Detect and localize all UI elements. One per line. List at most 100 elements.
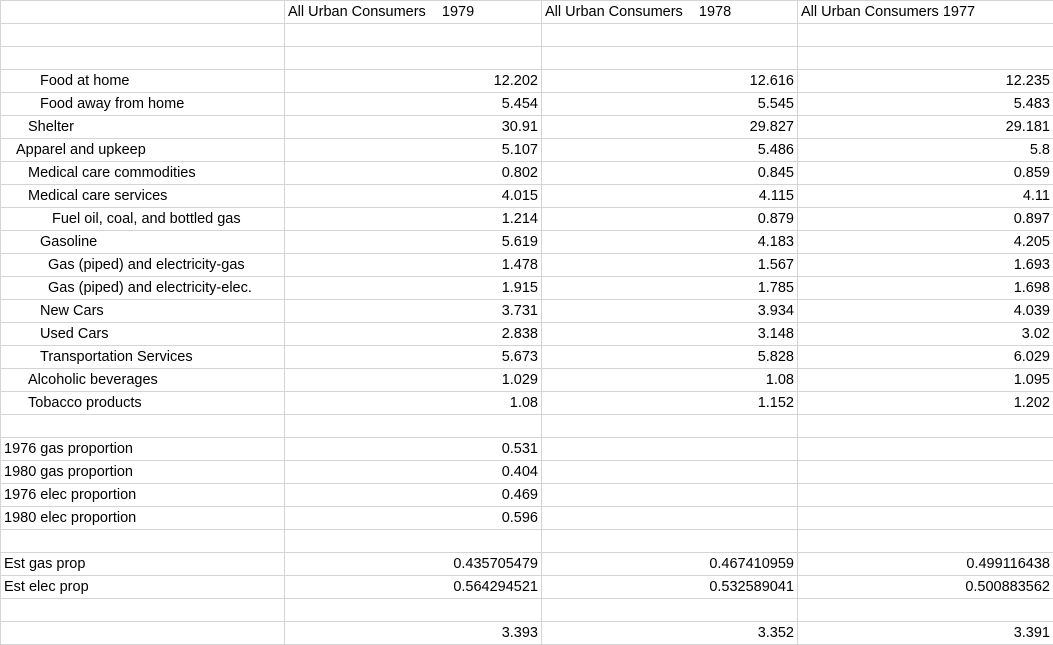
value-cell[interactable]: 0.564294521	[285, 576, 542, 599]
row-label-cell[interactable]: Transportation Services	[1, 346, 285, 369]
row-label-cell[interactable]	[1, 530, 285, 553]
value-cell[interactable]: 29.181	[798, 116, 1053, 139]
value-cell[interactable]: 4.205	[798, 231, 1053, 254]
value-cell[interactable]: 0.531	[285, 438, 542, 461]
value-cell[interactable]: 12.202	[285, 70, 542, 93]
value-cell[interactable]: 0.532589041	[542, 576, 798, 599]
value-cell[interactable]: 3.02	[798, 323, 1053, 346]
value-cell[interactable]	[798, 507, 1053, 530]
value-cell[interactable]: 5.454	[285, 93, 542, 116]
value-cell[interactable]	[798, 438, 1053, 461]
value-cell[interactable]	[285, 415, 542, 438]
value-cell[interactable]: 3.391	[798, 622, 1053, 645]
value-cell[interactable]	[542, 438, 798, 461]
value-cell[interactable]: 0.596	[285, 507, 542, 530]
value-cell[interactable]: 4.015	[285, 185, 542, 208]
value-cell[interactable]: 1.202	[798, 392, 1053, 415]
value-cell[interactable]	[285, 24, 542, 47]
value-cell[interactable]: 30.91	[285, 116, 542, 139]
value-cell[interactable]: 5.545	[542, 93, 798, 116]
row-label-cell[interactable]: Food at home	[1, 70, 285, 93]
value-cell[interactable]	[542, 599, 798, 622]
row-label-cell[interactable]: Alcoholic beverages	[1, 369, 285, 392]
value-cell[interactable]	[542, 461, 798, 484]
row-label-cell[interactable]: Gas (piped) and electricity-gas	[1, 254, 285, 277]
row-label-cell[interactable]: Gasoline	[1, 231, 285, 254]
row-label-cell[interactable]: 1976 gas proportion	[1, 438, 285, 461]
value-cell[interactable]: 4.039	[798, 300, 1053, 323]
value-cell[interactable]: 0.897	[798, 208, 1053, 231]
value-cell[interactable]	[798, 415, 1053, 438]
value-cell[interactable]: 0.435705479	[285, 553, 542, 576]
value-cell[interactable]: 5.107	[285, 139, 542, 162]
value-cell[interactable]: 1.08	[285, 392, 542, 415]
row-label-cell[interactable]	[1, 24, 285, 47]
row-label-cell[interactable]: 1980 gas proportion	[1, 461, 285, 484]
row-label-cell[interactable]: Est elec prop	[1, 576, 285, 599]
row-label-cell[interactable]	[1, 599, 285, 622]
row-label-cell[interactable]: Medical care services	[1, 185, 285, 208]
value-cell[interactable]: 0.879	[542, 208, 798, 231]
value-cell[interactable]: 5.483	[798, 93, 1053, 116]
value-cell[interactable]: 1.152	[542, 392, 798, 415]
value-cell[interactable]: 1.08	[542, 369, 798, 392]
value-cell[interactable]: 3.148	[542, 323, 798, 346]
value-cell[interactable]	[798, 530, 1053, 553]
value-cell[interactable]: 4.115	[542, 185, 798, 208]
row-label-cell[interactable]: 1980 elec proportion	[1, 507, 285, 530]
value-cell[interactable]: 1.478	[285, 254, 542, 277]
header-cell-1978[interactable]: All Urban Consumers 1978	[542, 1, 798, 24]
value-cell[interactable]: 0.500883562	[798, 576, 1053, 599]
row-label-cell[interactable]	[1, 415, 285, 438]
value-cell[interactable]	[542, 24, 798, 47]
value-cell[interactable]: 0.467410959	[542, 553, 798, 576]
row-label-cell[interactable]: Medical care commodities	[1, 162, 285, 185]
value-cell[interactable]	[542, 530, 798, 553]
header-cell-1979[interactable]: All Urban Consumers 1979	[285, 1, 542, 24]
row-label-cell[interactable]: Shelter	[1, 116, 285, 139]
value-cell[interactable]: 0.469	[285, 484, 542, 507]
value-cell[interactable]: 2.838	[285, 323, 542, 346]
value-cell[interactable]	[542, 415, 798, 438]
value-cell[interactable]: 3.731	[285, 300, 542, 323]
value-cell[interactable]: 3.934	[542, 300, 798, 323]
row-label-cell[interactable]: Fuel oil, coal, and bottled gas	[1, 208, 285, 231]
value-cell[interactable]: 1.567	[542, 254, 798, 277]
value-cell[interactable]: 5.619	[285, 231, 542, 254]
row-label-cell[interactable]: Used Cars	[1, 323, 285, 346]
value-cell[interactable]	[798, 599, 1053, 622]
value-cell[interactable]: 6.029	[798, 346, 1053, 369]
value-cell[interactable]: 5.673	[285, 346, 542, 369]
value-cell[interactable]: 0.404	[285, 461, 542, 484]
row-label-cell[interactable]: Est gas prop	[1, 553, 285, 576]
value-cell[interactable]: 1.029	[285, 369, 542, 392]
value-cell[interactable]: 1.095	[798, 369, 1053, 392]
value-cell[interactable]	[542, 507, 798, 530]
value-cell[interactable]: 5.8	[798, 139, 1053, 162]
value-cell[interactable]	[285, 530, 542, 553]
value-cell[interactable]: 0.845	[542, 162, 798, 185]
row-label-cell[interactable]: Food away from home	[1, 93, 285, 116]
value-cell[interactable]: 12.616	[542, 70, 798, 93]
value-cell[interactable]: 1.785	[542, 277, 798, 300]
header-cell-1977[interactable]: All Urban Consumers 1977	[798, 1, 1053, 24]
value-cell[interactable]: 0.859	[798, 162, 1053, 185]
value-cell[interactable]: 1.214	[285, 208, 542, 231]
value-cell[interactable]: 3.393	[285, 622, 542, 645]
value-cell[interactable]	[285, 47, 542, 70]
row-label-cell[interactable]: Apparel and upkeep	[1, 139, 285, 162]
row-label-cell[interactable]	[1, 622, 285, 645]
value-cell[interactable]	[798, 484, 1053, 507]
value-cell[interactable]: 12.235	[798, 70, 1053, 93]
value-cell[interactable]	[798, 47, 1053, 70]
value-cell[interactable]: 1.693	[798, 254, 1053, 277]
value-cell[interactable]: 1.915	[285, 277, 542, 300]
value-cell[interactable]: 3.352	[542, 622, 798, 645]
value-cell[interactable]	[285, 599, 542, 622]
value-cell[interactable]	[542, 47, 798, 70]
value-cell[interactable]: 5.486	[542, 139, 798, 162]
value-cell[interactable]	[542, 484, 798, 507]
value-cell[interactable]: 1.698	[798, 277, 1053, 300]
value-cell[interactable]: 0.802	[285, 162, 542, 185]
value-cell[interactable]: 29.827	[542, 116, 798, 139]
